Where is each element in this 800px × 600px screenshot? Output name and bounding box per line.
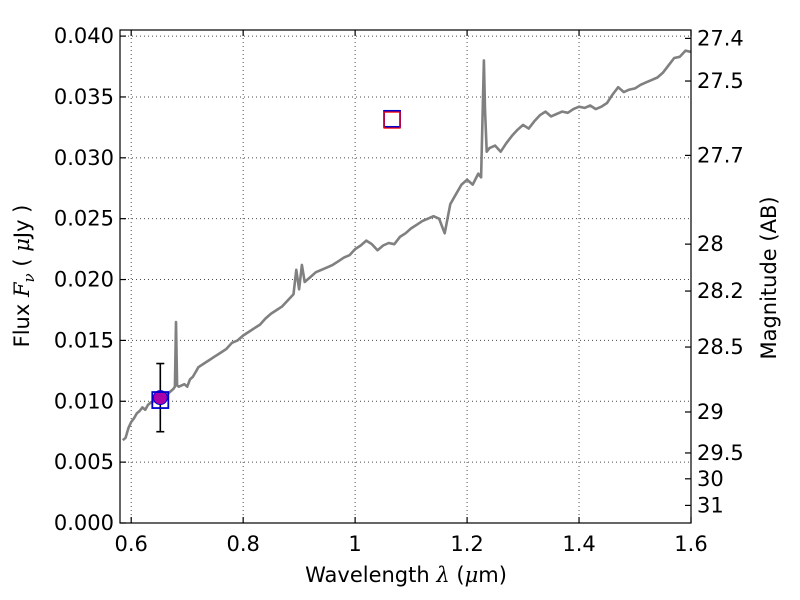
y-tick-label: 0.020 bbox=[54, 268, 114, 292]
y2-tick-label: 28 bbox=[697, 232, 724, 256]
photometry-square-marker bbox=[383, 111, 401, 129]
x-tick-label: 1 bbox=[348, 532, 361, 556]
y2-tick-label: 31 bbox=[697, 493, 724, 517]
points-layer bbox=[151, 109, 401, 433]
plot-frame bbox=[119, 29, 692, 524]
y2-tick-label: 27.4 bbox=[697, 26, 744, 50]
y2-tick-label: 28.5 bbox=[697, 335, 744, 359]
spectrum-line bbox=[121, 49, 692, 442]
x-tick-label: 0.6 bbox=[114, 532, 147, 556]
y2-tick-label: 28.2 bbox=[697, 279, 744, 303]
x-tick-label: 1.2 bbox=[450, 532, 483, 556]
y2-tick-label: 30 bbox=[697, 467, 724, 491]
y-tick-label: 0.015 bbox=[54, 328, 114, 352]
y-tick-label: 0.000 bbox=[54, 511, 114, 535]
ticks-layer: 0.6 0.8 1 1.2 1.4 1.6 0.000 0.005 0.010 0.015 0.02… bbox=[54, 24, 744, 556]
y2-tick-label: 29 bbox=[697, 400, 724, 424]
series-layer bbox=[121, 49, 692, 442]
photometry-square-marker bbox=[151, 391, 170, 409]
y-tick-label: 0.025 bbox=[54, 207, 114, 231]
y-tick-label: 0.005 bbox=[54, 450, 114, 474]
y-tick-label: 0.035 bbox=[54, 85, 114, 109]
photometry-square-marker bbox=[383, 109, 401, 128]
x-tick-label: 1.4 bbox=[562, 532, 595, 556]
y-tick-label: 0.040 bbox=[54, 24, 114, 48]
y-tick-label: 0.030 bbox=[54, 146, 114, 170]
y2-axis-label: Magnitude (AB) bbox=[757, 196, 781, 359]
y2-tick-label: 27.5 bbox=[697, 69, 744, 93]
y-axis-label: Flux Fν ( μJy ) bbox=[10, 205, 38, 348]
y2-tick-label: 27.7 bbox=[697, 143, 744, 167]
x-axis-label: Wavelength λ (μm) bbox=[305, 563, 507, 587]
x-tick-label: 0.8 bbox=[226, 532, 259, 556]
y2-tick-label: 29.5 bbox=[697, 441, 744, 465]
x-tick-label: 1.6 bbox=[674, 532, 707, 556]
photometry-circle-marker bbox=[152, 390, 168, 406]
y-tick-label: 0.010 bbox=[54, 389, 114, 413]
